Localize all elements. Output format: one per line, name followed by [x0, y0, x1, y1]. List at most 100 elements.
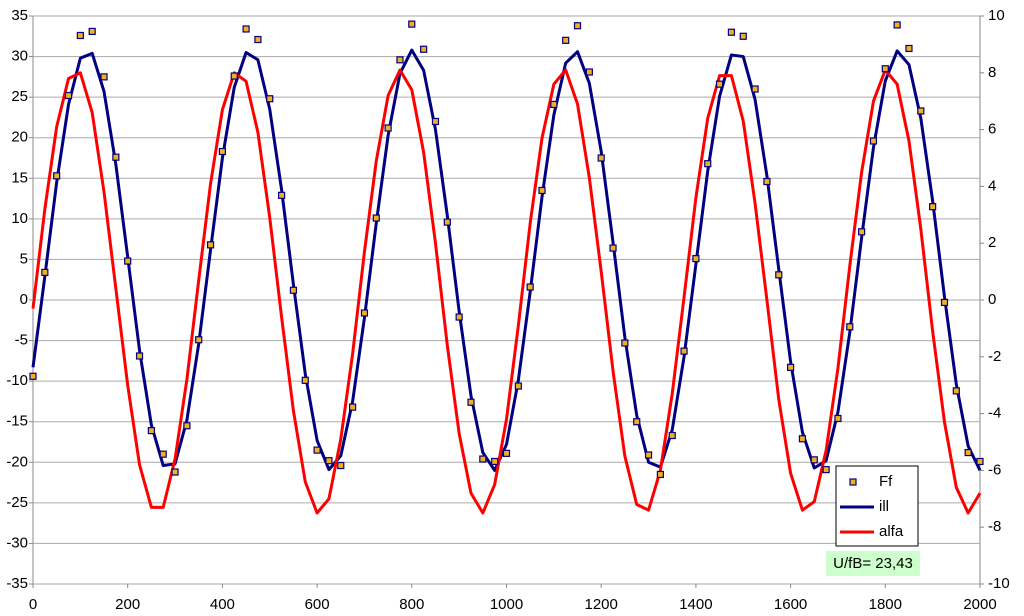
x-tick-label: 1200 — [585, 596, 618, 613]
y-tick-label: -30 — [6, 534, 28, 551]
point — [929, 203, 937, 211]
point — [88, 27, 96, 36]
x-tick-label: 1600 — [774, 596, 807, 613]
point — [585, 68, 593, 76]
point — [858, 228, 866, 236]
point — [443, 218, 451, 226]
point — [277, 191, 286, 199]
point — [514, 382, 522, 390]
y-tick-label: 20 — [11, 129, 28, 146]
point — [976, 457, 984, 466]
y2-tick-label: 8 — [988, 64, 996, 81]
point — [656, 470, 664, 479]
point — [64, 91, 73, 100]
y-tick-label: -10 — [6, 372, 28, 389]
point — [360, 309, 369, 317]
point — [822, 465, 830, 474]
point — [384, 124, 392, 132]
point — [964, 448, 972, 457]
point — [597, 154, 605, 162]
point — [112, 153, 120, 161]
point — [408, 20, 416, 28]
point — [171, 468, 179, 476]
point — [834, 414, 842, 423]
point — [526, 283, 534, 291]
y-tick-label: 30 — [11, 48, 28, 65]
point — [668, 431, 676, 440]
x-tick-label: 1400 — [679, 596, 712, 613]
point — [455, 313, 463, 321]
point — [467, 398, 475, 406]
annotation: U/fB= 23,43 — [833, 555, 913, 572]
point — [704, 160, 712, 168]
legend-marker — [849, 478, 857, 486]
y-tick-label: 5 — [20, 250, 28, 267]
x-tick-label: 1000 — [490, 596, 523, 613]
point — [230, 72, 238, 80]
y2-tick-label: -6 — [988, 461, 1001, 478]
point — [715, 80, 724, 88]
point — [313, 446, 321, 454]
point — [420, 45, 428, 53]
point — [798, 435, 807, 443]
y-tick-label: 35 — [11, 7, 28, 24]
point — [431, 117, 440, 126]
point — [680, 347, 688, 355]
point — [573, 22, 582, 30]
point — [147, 427, 155, 435]
point — [289, 286, 298, 294]
y2-tick-label: 6 — [988, 121, 996, 138]
point — [869, 137, 878, 145]
point — [727, 28, 736, 36]
point — [775, 271, 783, 279]
y2-tick-label: -8 — [988, 518, 1001, 535]
point — [538, 186, 546, 195]
point — [396, 56, 404, 64]
point — [206, 241, 215, 249]
point — [266, 95, 274, 103]
point — [810, 456, 818, 464]
legend-label: Ff — [879, 473, 893, 490]
x-tick-label: 400 — [210, 596, 235, 613]
point — [183, 422, 191, 430]
point — [763, 177, 771, 186]
y-tick-label: 0 — [20, 291, 28, 308]
point — [917, 107, 925, 115]
point — [479, 455, 487, 463]
point — [124, 257, 132, 265]
point — [218, 147, 226, 156]
point — [159, 450, 167, 458]
point — [53, 172, 61, 180]
x-tick-label: 2000 — [963, 596, 996, 613]
legend-label: alfa — [879, 523, 904, 540]
point — [337, 461, 345, 470]
line-alfa — [31, 68, 982, 515]
y-tick-label: 25 — [11, 88, 28, 105]
point — [254, 35, 262, 44]
y2-tick-label: -10 — [988, 575, 1010, 592]
x-tick-label: 1800 — [869, 596, 902, 613]
point — [100, 73, 108, 81]
point — [881, 65, 889, 73]
point — [846, 323, 854, 331]
point — [349, 403, 357, 411]
y2-tick-label: 0 — [988, 291, 996, 308]
point — [692, 255, 700, 263]
y-tick-label: -35 — [6, 575, 28, 592]
point — [940, 298, 949, 307]
y2-tick-label: 10 — [988, 7, 1005, 24]
x-tick-label: 600 — [305, 596, 330, 613]
point — [242, 25, 250, 33]
point — [621, 339, 629, 347]
point — [550, 100, 558, 109]
y2-tick-label: -4 — [988, 405, 1001, 422]
y2-tick-label: -2 — [988, 348, 1001, 365]
point — [952, 387, 960, 395]
point — [135, 352, 144, 360]
y-tick-label: 15 — [11, 169, 28, 186]
x-tick-label: 800 — [399, 596, 424, 613]
legend-label: ill — [879, 498, 889, 515]
point — [41, 268, 49, 277]
point — [301, 376, 309, 384]
